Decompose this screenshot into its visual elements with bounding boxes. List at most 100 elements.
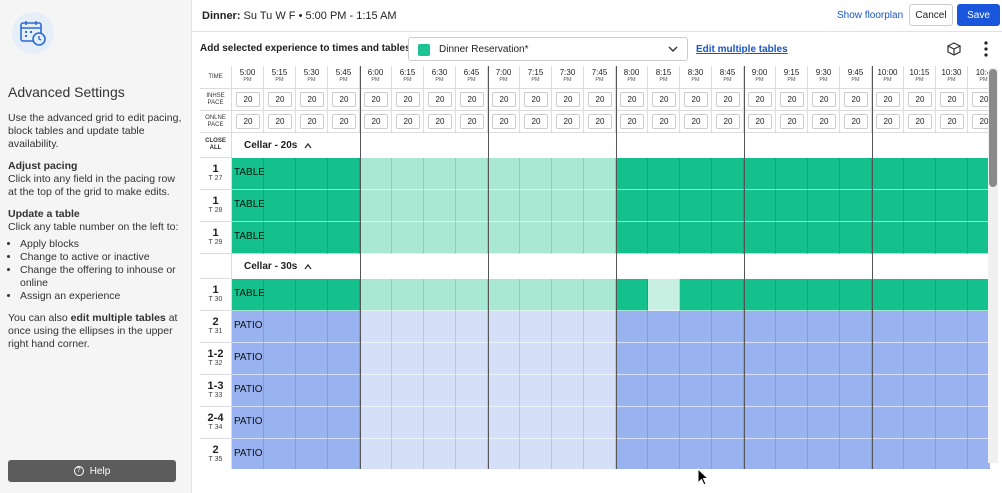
online-pacing-input[interactable]: 20: [428, 114, 452, 129]
table-time-cell[interactable]: [808, 279, 840, 311]
table-time-cell[interactable]: [712, 311, 744, 343]
table-time-cell[interactable]: [296, 407, 328, 439]
table-time-cell[interactable]: [776, 375, 808, 407]
table-time-cell[interactable]: [840, 375, 872, 407]
table-time-cell[interactable]: [904, 311, 936, 343]
table-time-cell[interactable]: [776, 439, 808, 469]
table-time-cell[interactable]: [264, 375, 296, 407]
table-time-cell[interactable]: [520, 222, 552, 254]
inhouse-pacing-input[interactable]: 20: [972, 92, 990, 107]
table-time-cell[interactable]: PATIO: [232, 375, 264, 407]
table-time-cell[interactable]: [584, 222, 616, 254]
table-time-cell[interactable]: [680, 311, 712, 343]
table-time-cell[interactable]: [616, 375, 648, 407]
inhouse-pacing-input[interactable]: 20: [940, 92, 964, 107]
table-time-cell[interactable]: [680, 279, 712, 311]
table-time-cell[interactable]: [392, 343, 424, 375]
table-time-cell[interactable]: TABLE: [232, 222, 265, 254]
table-time-cell[interactable]: [936, 279, 968, 311]
help-button[interactable]: ? Help: [8, 460, 176, 482]
table-time-cell[interactable]: [712, 222, 744, 254]
table-time-cell[interactable]: [520, 343, 552, 375]
table-time-cell[interactable]: [488, 279, 520, 311]
table-time-cell[interactable]: [936, 375, 968, 407]
inhouse-pacing-input[interactable]: 20: [780, 92, 804, 107]
inhouse-pacing-input[interactable]: 20: [684, 92, 708, 107]
table-time-cell[interactable]: [424, 343, 456, 375]
table-time-cell[interactable]: [328, 158, 360, 190]
inhouse-pacing-input[interactable]: 20: [716, 92, 740, 107]
table-time-cell[interactable]: [328, 375, 360, 407]
table-time-cell[interactable]: [904, 190, 936, 222]
online-pacing-input[interactable]: 20: [588, 114, 612, 129]
table-time-cell[interactable]: [520, 407, 552, 439]
table-time-cell[interactable]: [456, 222, 488, 254]
table-time-cell[interactable]: [520, 279, 552, 311]
table-time-cell[interactable]: [968, 158, 990, 190]
table-time-cell[interactable]: [552, 222, 584, 254]
online-pacing-input[interactable]: 20: [684, 114, 708, 129]
inhouse-pacing-input[interactable]: 20: [812, 92, 836, 107]
table-time-cell[interactable]: [968, 190, 990, 222]
chevron-up-icon[interactable]: [303, 141, 313, 151]
table-time-cell[interactable]: [680, 407, 712, 439]
table-time-cell[interactable]: [616, 222, 648, 254]
table-time-cell[interactable]: [808, 158, 840, 190]
inhouse-pacing-input[interactable]: 20: [364, 92, 388, 107]
table-time-cell[interactable]: [776, 190, 808, 222]
table-time-cell[interactable]: [584, 311, 616, 343]
table-time-cell[interactable]: [328, 407, 360, 439]
online-pacing-input[interactable]: 20: [268, 114, 292, 129]
table-time-cell[interactable]: [264, 311, 296, 343]
table-time-cell[interactable]: [328, 343, 360, 375]
table-time-cell[interactable]: [680, 190, 712, 222]
inhouse-pacing-input[interactable]: 20: [844, 92, 868, 107]
table-time-cell[interactable]: [840, 190, 872, 222]
experience-select[interactable]: Dinner Reservation*: [408, 37, 688, 61]
table-time-cell[interactable]: TABLE: [232, 190, 265, 222]
table-time-cell[interactable]: [648, 222, 680, 254]
table-time-cell[interactable]: [648, 311, 680, 343]
table-time-cell[interactable]: [424, 439, 456, 469]
inhouse-pacing-input[interactable]: 20: [876, 92, 900, 107]
edit-multiple-tables-link[interactable]: Edit multiple tables: [696, 44, 788, 55]
table-time-cell[interactable]: [456, 279, 488, 311]
table-time-cell[interactable]: [648, 407, 680, 439]
table-time-cell[interactable]: [840, 158, 872, 190]
table-time-cell[interactable]: [616, 407, 648, 439]
table-time-cell[interactable]: [264, 407, 296, 439]
show-floorplan-link[interactable]: Show floorplan: [837, 10, 904, 21]
table-time-cell[interactable]: [392, 190, 424, 222]
table-time-cell[interactable]: [616, 190, 648, 222]
close-all-button[interactable]: CLOSE ALL: [200, 133, 232, 158]
table-time-cell[interactable]: [648, 158, 680, 190]
table-time-cell[interactable]: [552, 279, 584, 311]
table-time-cell[interactable]: [424, 375, 456, 407]
chevron-up-icon[interactable]: [303, 262, 313, 272]
table-time-cell[interactable]: [872, 343, 904, 375]
online-pacing-input[interactable]: 20: [844, 114, 868, 129]
table-time-cell[interactable]: [296, 222, 328, 254]
table-time-cell[interactable]: [456, 311, 488, 343]
table-time-cell[interactable]: [808, 343, 840, 375]
table-time-cell[interactable]: [424, 279, 456, 311]
table-time-cell[interactable]: [872, 439, 904, 469]
save-button[interactable]: Save: [957, 4, 1000, 26]
section-header[interactable]: Cellar - 30s: [232, 254, 990, 279]
table-time-cell[interactable]: [968, 279, 990, 311]
table-time-cell[interactable]: [808, 407, 840, 439]
table-time-cell[interactable]: [616, 158, 648, 190]
inhouse-pacing-input[interactable]: 20: [524, 92, 548, 107]
online-pacing-input[interactable]: 20: [524, 114, 548, 129]
table-time-cell[interactable]: [488, 407, 520, 439]
table-time-cell[interactable]: [744, 190, 776, 222]
table-time-cell[interactable]: [776, 407, 808, 439]
inhouse-pacing-input[interactable]: 20: [332, 92, 356, 107]
online-pacing-input[interactable]: 20: [908, 114, 932, 129]
table-number-button[interactable]: 2-4 T 34: [200, 407, 232, 439]
table-time-cell[interactable]: PATIO: [232, 439, 264, 469]
table-time-cell[interactable]: [872, 407, 904, 439]
